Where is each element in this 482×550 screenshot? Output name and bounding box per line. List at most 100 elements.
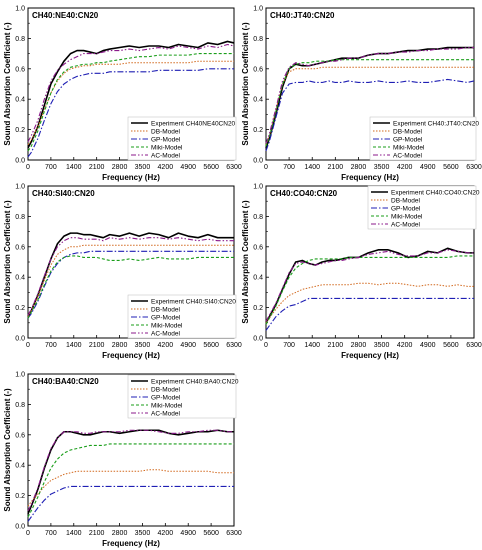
x-tick-label: 5600	[203, 342, 219, 349]
x-tick-label: 1400	[66, 530, 82, 537]
legend-entry: Miki-Model	[151, 144, 183, 151]
legend-entry: Miki-Model	[151, 402, 183, 409]
x-tick-label: 4900	[180, 530, 196, 537]
x-tick-label: 5600	[203, 530, 219, 537]
y-tick-label: 1.0	[15, 184, 25, 191]
y-tick-label: 0.6	[15, 244, 25, 251]
x-tick-label: 2100	[328, 342, 344, 349]
x-tick-label: 700	[283, 342, 295, 349]
legend-entry: DB-Model	[393, 128, 422, 135]
panel-title: CH40:NE40:CN20	[32, 11, 99, 20]
x-tick-label: 3500	[135, 342, 151, 349]
legend: Experiment CH40:SI40:CN20DB-ModelGP-Mode…	[127, 294, 236, 339]
panel-title: CH40:JT40:CN20	[270, 11, 335, 20]
legend-entry: DB-Model	[391, 197, 420, 204]
x-tick-label: 2800	[351, 342, 367, 349]
x-tick-label: 4900	[180, 342, 196, 349]
x-tick-label: 3500	[135, 530, 151, 537]
y-tick-label: 0.2	[253, 127, 263, 134]
y-tick-label: 0.0	[15, 336, 25, 343]
y-tick-label: 1.0	[253, 6, 263, 13]
legend-entry: GP-Model	[393, 136, 423, 143]
x-tick-label: 2800	[112, 342, 128, 349]
x-tick-label: 3500	[135, 164, 151, 171]
series-line-4	[27, 53, 234, 152]
y-tick-label: 0.2	[253, 305, 263, 312]
y-tick-label: 0.6	[15, 432, 25, 439]
y-axis-label: Sound Absorption Coefficient (-)	[3, 200, 12, 324]
x-tick-label: 3500	[374, 342, 390, 349]
chart-panel-5: 0 700 1400 2100 2800 3500 4200 4900 5600 6300 0.0 0…	[3, 372, 242, 549]
series-line-1	[27, 232, 234, 318]
y-tick-label: 0.8	[253, 214, 263, 221]
y-tick-label: 0.8	[15, 36, 25, 43]
series-line-2	[265, 66, 474, 145]
chart-panel-2: 0 700 1400 2100 2800 3500 4200 4900 5600 6300 0.0 0…	[241, 6, 482, 183]
legend-entry: Miki-Model	[391, 213, 423, 220]
y-tick-label: 0.4	[15, 97, 25, 104]
series-line-1	[27, 429, 234, 515]
y-tick-label: 1.0	[253, 184, 263, 191]
x-tick-label: 4900	[420, 342, 436, 349]
legend-entry: Experiment CH40:CO40:CN20	[391, 189, 480, 196]
x-tick-label: 6300	[226, 164, 242, 171]
panel-title: CH40:CO40:CN20	[270, 189, 338, 198]
y-tick-label: 0.4	[253, 97, 263, 104]
x-axis-label: Frequency (Hz)	[102, 173, 160, 182]
x-tick-label: 2100	[89, 530, 105, 537]
legend: Experiment CH40:JT40:CN20DB-ModelGP-Mode…	[369, 116, 479, 161]
x-tick-label: 1400	[66, 342, 82, 349]
x-tick-label: 700	[45, 164, 57, 171]
x-tick-label: 2800	[112, 530, 128, 537]
legend-entry: DB-Model	[151, 306, 180, 313]
legend-entry: AC-Model	[151, 410, 180, 417]
panel-title: CH40:SI40:CN20	[32, 189, 95, 198]
chart-panel-3: 0 700 1400 2100 2800 3500 4200 4900 5600 6300 0.0 0…	[3, 184, 242, 361]
x-tick-label: 4900	[420, 164, 436, 171]
panel-title: CH40:BA40:CN20	[32, 377, 99, 386]
legend-entry: Miki-Model	[151, 322, 183, 329]
y-tick-label: 0.4	[15, 463, 25, 470]
series-line-5	[27, 43, 235, 143]
x-tick-label: 6300	[226, 342, 242, 349]
x-tick-label: 2800	[112, 164, 128, 171]
x-tick-label: 0	[264, 342, 268, 349]
x-tick-label: 700	[283, 164, 295, 171]
x-axis-label: Frequency (Hz)	[102, 351, 160, 360]
x-tick-label: 4200	[158, 164, 174, 171]
y-tick-label: 0.8	[253, 36, 263, 43]
series-line-3	[27, 68, 234, 158]
series-line-3	[265, 78, 475, 152]
y-tick-label: 0.2	[15, 127, 25, 134]
legend-entry: DB-Model	[151, 128, 180, 135]
chart-panel-1: 0 700 1400 2100 2800 3500 4200 4900 5600 6300 0.0 0…	[3, 6, 242, 183]
y-tick-label: 0.2	[15, 305, 25, 312]
chart-panel-4: 0 700 1400 2100 2800 3500 4200 4900 5600 6300 0.0 0…	[241, 184, 482, 361]
legend-entry: DB-Model	[151, 386, 180, 393]
y-tick-label: 0.2	[15, 493, 25, 500]
x-tick-label: 700	[45, 342, 57, 349]
x-tick-label: 5600	[203, 164, 219, 171]
x-tick-label: 4200	[158, 530, 174, 537]
legend-entry: AC-Model	[391, 221, 420, 228]
x-tick-label: 5600	[443, 164, 459, 171]
x-tick-label: 2100	[89, 342, 105, 349]
x-tick-label: 0	[26, 342, 30, 349]
x-tick-label: 1400	[304, 164, 320, 171]
y-axis-label: Sound Absorption Coefficient (-)	[3, 388, 12, 512]
y-tick-label: 0.6	[253, 244, 263, 251]
legend-entry: GP-Model	[391, 205, 421, 212]
x-tick-label: 700	[45, 530, 57, 537]
y-tick-label: 0.8	[15, 214, 25, 221]
y-axis-label: Sound Absorption Coefficient (-)	[3, 22, 12, 146]
y-axis-label: Sound Absorption Coefficient (-)	[241, 22, 250, 146]
series-line-2	[27, 469, 234, 507]
x-tick-label: 4200	[397, 164, 413, 171]
legend-entry: Experiment CH40:JT40:CN20	[393, 120, 479, 127]
x-tick-label: 0	[26, 530, 30, 537]
legend-entry: GP-Model	[151, 314, 181, 321]
series-line-4	[27, 443, 234, 518]
legend-entry: Experiment CH40:BA40:CN20	[151, 378, 239, 385]
x-tick-label: 6300	[226, 530, 242, 537]
